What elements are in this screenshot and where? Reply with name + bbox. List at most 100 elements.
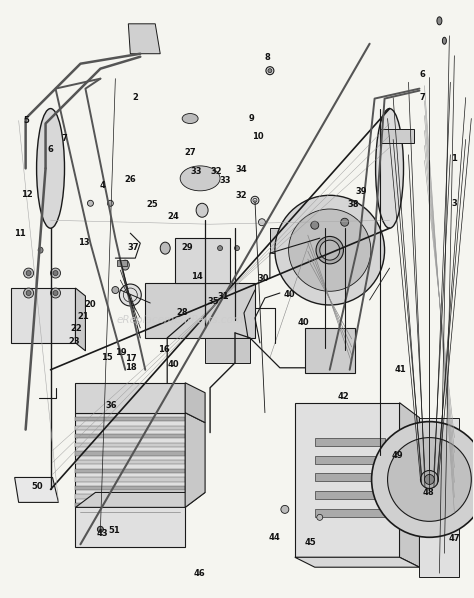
Ellipse shape (180, 166, 220, 191)
Text: 40: 40 (283, 289, 295, 299)
Ellipse shape (24, 268, 34, 278)
Text: 40: 40 (167, 360, 179, 369)
Text: 47: 47 (448, 534, 460, 543)
Polygon shape (75, 413, 185, 547)
Text: 13: 13 (78, 238, 89, 247)
Text: 38: 38 (347, 200, 358, 209)
Text: 50: 50 (32, 483, 43, 492)
Text: 12: 12 (21, 190, 33, 199)
Text: 30: 30 (257, 274, 269, 283)
Ellipse shape (316, 236, 344, 264)
Polygon shape (315, 438, 384, 446)
Polygon shape (205, 338, 250, 363)
Polygon shape (315, 456, 384, 463)
Text: 42: 42 (337, 392, 349, 401)
Text: 22: 22 (71, 324, 82, 333)
Ellipse shape (182, 114, 198, 124)
Ellipse shape (437, 17, 442, 25)
Ellipse shape (388, 438, 471, 521)
Ellipse shape (375, 109, 403, 228)
Text: 40: 40 (297, 318, 309, 327)
Polygon shape (295, 557, 419, 568)
Ellipse shape (38, 247, 43, 253)
Text: 1: 1 (451, 154, 457, 163)
Text: 32: 32 (236, 191, 247, 200)
Text: eReplacementParts.com: eReplacementParts.com (117, 315, 244, 325)
Text: 16: 16 (158, 345, 170, 354)
Ellipse shape (24, 288, 34, 298)
Ellipse shape (372, 422, 474, 537)
Ellipse shape (112, 286, 119, 294)
Polygon shape (175, 238, 230, 283)
Text: 10: 10 (253, 132, 264, 141)
Ellipse shape (108, 200, 113, 206)
Ellipse shape (53, 291, 58, 295)
Polygon shape (75, 486, 185, 490)
Ellipse shape (26, 291, 31, 295)
Text: 9: 9 (248, 114, 254, 123)
Polygon shape (75, 417, 185, 421)
Text: 11: 11 (14, 229, 26, 238)
Ellipse shape (251, 196, 259, 205)
Text: 32: 32 (211, 167, 222, 176)
Polygon shape (75, 443, 185, 447)
Polygon shape (75, 492, 205, 507)
Ellipse shape (420, 471, 438, 489)
Ellipse shape (51, 288, 61, 298)
Text: 24: 24 (167, 212, 179, 221)
Ellipse shape (36, 109, 64, 228)
Polygon shape (400, 402, 419, 568)
Polygon shape (145, 283, 255, 338)
Text: 41: 41 (394, 365, 406, 374)
Polygon shape (419, 417, 459, 577)
Text: 39: 39 (356, 187, 367, 196)
Ellipse shape (51, 268, 61, 278)
Text: 46: 46 (193, 569, 205, 578)
Text: 35: 35 (208, 297, 219, 307)
Text: 3: 3 (452, 199, 457, 208)
Text: 36: 36 (106, 401, 118, 410)
Polygon shape (270, 228, 310, 253)
Text: 49: 49 (392, 451, 403, 460)
Ellipse shape (98, 526, 103, 532)
Polygon shape (75, 460, 185, 464)
Text: 15: 15 (101, 353, 113, 362)
Ellipse shape (218, 246, 222, 251)
Ellipse shape (281, 505, 289, 513)
Text: 29: 29 (182, 243, 193, 252)
Text: 43: 43 (97, 529, 108, 538)
Text: 34: 34 (236, 164, 247, 173)
Text: 6: 6 (420, 71, 426, 80)
Polygon shape (75, 451, 185, 456)
Polygon shape (75, 434, 185, 438)
Text: 33: 33 (190, 167, 201, 176)
Ellipse shape (442, 37, 447, 44)
Polygon shape (75, 495, 185, 499)
Polygon shape (15, 477, 58, 502)
Text: 51: 51 (108, 526, 120, 535)
Polygon shape (295, 402, 400, 557)
Polygon shape (419, 443, 455, 457)
Polygon shape (315, 492, 384, 499)
Polygon shape (185, 383, 205, 423)
Text: 7: 7 (62, 133, 67, 142)
Polygon shape (315, 509, 384, 517)
Text: 31: 31 (217, 291, 228, 301)
Ellipse shape (275, 196, 384, 305)
Bar (118, 260, 128, 266)
Ellipse shape (235, 246, 239, 251)
Ellipse shape (258, 219, 265, 225)
Ellipse shape (289, 209, 371, 291)
Polygon shape (75, 383, 185, 413)
Text: 26: 26 (125, 175, 137, 184)
Text: 5: 5 (24, 115, 30, 124)
Polygon shape (380, 129, 414, 144)
Ellipse shape (424, 474, 434, 484)
Ellipse shape (53, 270, 58, 276)
Polygon shape (11, 288, 75, 343)
Ellipse shape (26, 270, 31, 276)
Text: 45: 45 (304, 538, 316, 547)
Text: 21: 21 (78, 312, 89, 321)
Text: 4: 4 (100, 181, 105, 190)
Text: 7: 7 (420, 93, 426, 102)
